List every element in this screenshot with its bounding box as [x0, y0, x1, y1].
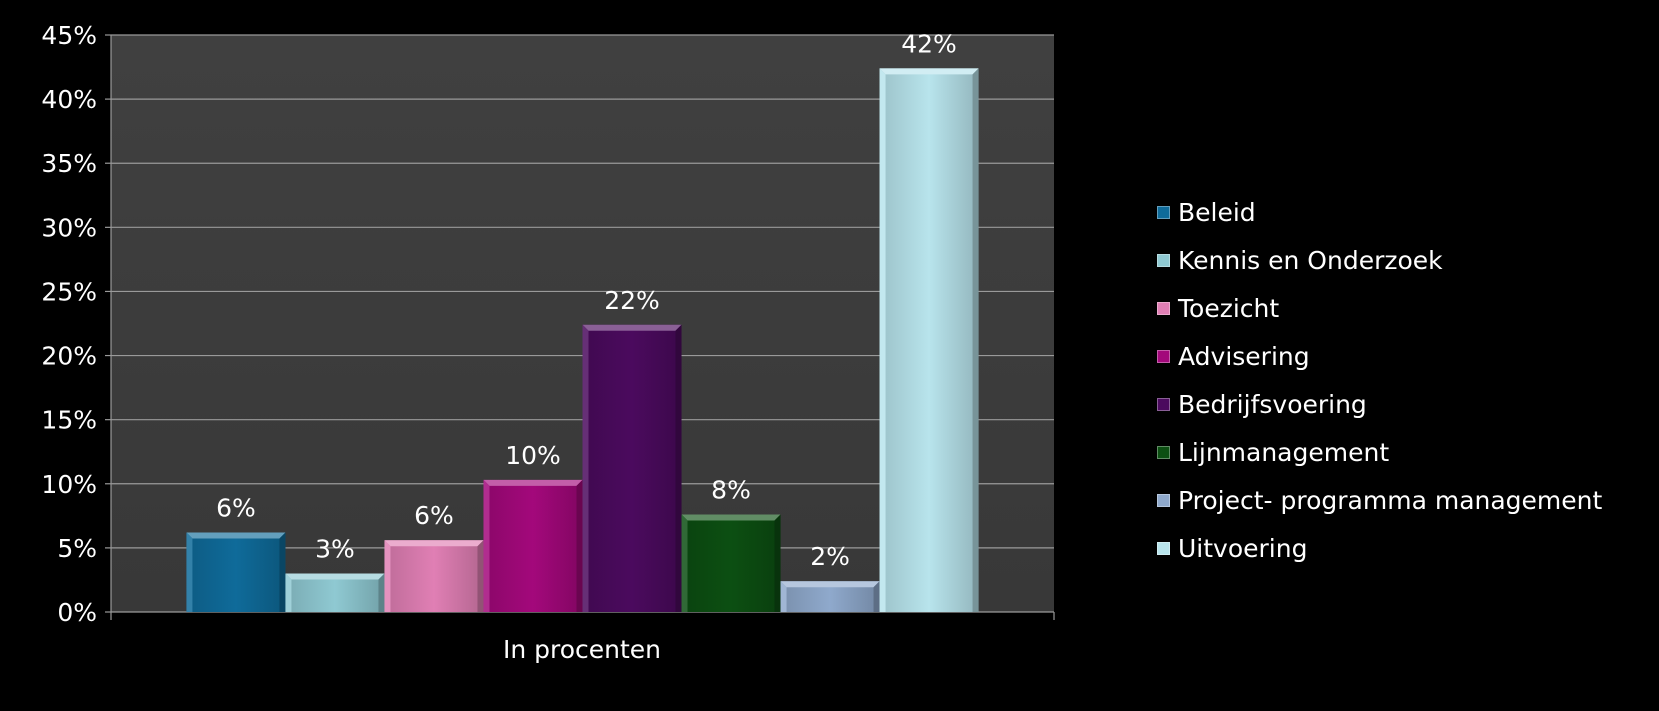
legend-label: Advisering [1178, 341, 1310, 371]
y-tick-label: 5% [57, 534, 97, 563]
legend-item: Bedrijfsvoering [1157, 380, 1602, 428]
y-tick-label: 30% [41, 213, 97, 242]
legend-label: Bedrijfsvoering [1178, 389, 1367, 419]
y-tick-label: 10% [41, 470, 97, 499]
chart-container: 0% 5% 10% 15% 20% 25% 30% 35% 40% 45% 6% 3% 6% 10% 22… [10, 10, 1659, 707]
y-tick-label: 15% [41, 406, 97, 435]
data-label: 2% [810, 542, 850, 571]
data-label: 8% [711, 476, 751, 505]
y-tick-label: 0% [57, 598, 97, 627]
bar-project-programma-management [780, 581, 880, 612]
legend-item: Toezicht [1157, 284, 1602, 332]
bar-uitvoering [879, 68, 979, 613]
x-category-label: In procenten [503, 635, 661, 664]
legend-swatch [1157, 541, 1170, 555]
data-label: 6% [414, 501, 454, 530]
legend-label: Uitvoering [1178, 533, 1308, 563]
legend-swatch [1157, 493, 1170, 507]
y-tick-label: 35% [41, 149, 97, 178]
data-label: 42% [901, 29, 957, 58]
legend-label: Project- programma management [1178, 485, 1603, 515]
legend-label: Toezicht [1178, 293, 1280, 323]
legend-swatch [1157, 205, 1170, 219]
bar-chart: 0% 5% 10% 15% 20% 25% 30% 35% 40% 45% 6% 3% 6% 10% 22… [41, 21, 1055, 664]
legend-item: Project- programma management [1157, 476, 1602, 524]
legend-item: Kennis en Onderzoek [1157, 236, 1602, 284]
legend-item: Advisering [1157, 332, 1602, 380]
legend-item: Uitvoering [1157, 524, 1602, 572]
y-tick-label: 25% [41, 277, 97, 306]
y-tick-label: 40% [41, 85, 97, 114]
data-label: 10% [505, 441, 561, 470]
legend-swatch [1157, 397, 1170, 411]
bar-bedrijfsvoering [582, 324, 682, 612]
legend-label: Lijnmanagement [1178, 437, 1390, 467]
bar-beleid [186, 532, 286, 612]
legend-item: Beleid [1157, 188, 1602, 236]
legend-swatch [1157, 253, 1170, 267]
legend: Beleid Kennis en Onderzoek Toezicht Adviser… [1157, 188, 1602, 572]
legend-label: Beleid [1178, 197, 1256, 227]
bar-kennis-en-onderzoek [285, 573, 385, 612]
data-label: 22% [604, 286, 660, 315]
y-tick-label: 20% [41, 342, 97, 371]
data-label: 3% [315, 535, 355, 564]
bar-lijnmanagement [681, 514, 781, 612]
legend-label: Kennis en Onderzoek [1178, 245, 1443, 275]
legend-swatch [1157, 445, 1170, 459]
y-tick-label: 45% [41, 21, 97, 50]
legend-item: Lijnmanagement [1157, 428, 1602, 476]
bar-advisering [483, 479, 583, 612]
bar-toezicht [384, 540, 484, 612]
data-label: 6% [216, 494, 256, 523]
legend-swatch [1157, 349, 1170, 363]
legend-swatch [1157, 301, 1170, 315]
